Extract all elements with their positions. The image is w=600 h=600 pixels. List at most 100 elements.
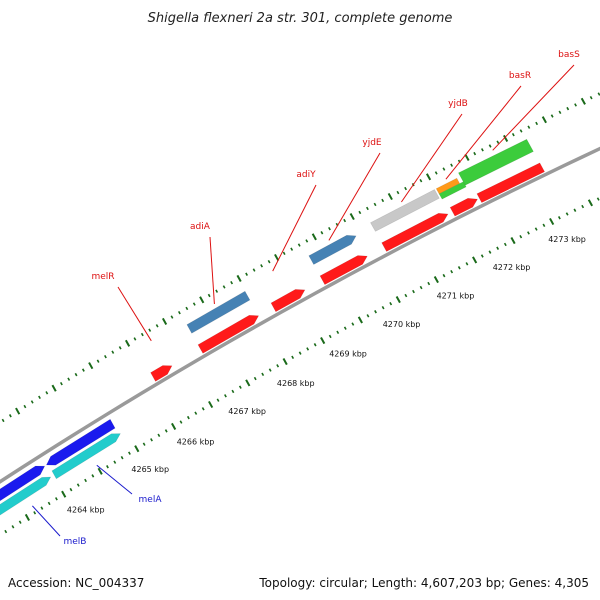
outer-tick xyxy=(150,438,153,442)
outer-tick xyxy=(480,254,484,258)
outer-tick xyxy=(366,314,370,318)
outer-tick xyxy=(596,197,600,201)
outer-tick xyxy=(24,513,30,522)
scale-label: 4266 kbp xyxy=(177,437,215,446)
inner-tick xyxy=(511,132,515,137)
inner-tick xyxy=(343,218,347,223)
outer-tick xyxy=(18,520,22,524)
outer-tick xyxy=(496,246,500,250)
leader-line xyxy=(209,236,215,305)
inner-tick xyxy=(207,293,211,298)
outer-tick xyxy=(291,355,295,360)
gene-feature-basR xyxy=(435,177,461,195)
gene-label: melB xyxy=(64,537,87,547)
outer-tick xyxy=(238,385,242,389)
outer-tick xyxy=(534,227,538,231)
gene-feature-yjdE xyxy=(308,234,357,265)
inner-tick xyxy=(541,116,547,124)
outer-tick xyxy=(587,199,594,207)
outer-tick xyxy=(33,511,37,515)
inner-tick xyxy=(349,212,355,221)
inner-tick xyxy=(111,350,115,354)
scale-label: 4264 kbp xyxy=(67,505,105,514)
inner-tick xyxy=(496,140,500,144)
inner-tick xyxy=(252,268,256,272)
outer-tick xyxy=(47,501,51,506)
outer-tick xyxy=(433,276,439,284)
inner-tick xyxy=(550,114,554,118)
inner-tick xyxy=(305,239,309,243)
gene-feature-melA-cds xyxy=(51,433,121,480)
outer-tick xyxy=(503,242,507,247)
outer-tick xyxy=(404,293,408,298)
inner-tick xyxy=(488,144,492,148)
outer-tick xyxy=(542,223,546,227)
inner-tick xyxy=(373,202,377,207)
scale-label: 4271 kbp xyxy=(437,292,475,301)
gene-label: basS xyxy=(558,50,580,60)
inner-tick xyxy=(366,206,369,211)
inner-tick xyxy=(230,281,234,285)
outer-tick xyxy=(298,351,302,355)
inner-tick xyxy=(245,272,249,276)
leader-line xyxy=(96,464,133,495)
genome-backbone xyxy=(0,146,600,484)
inner-tick xyxy=(574,103,577,107)
inner-tick xyxy=(503,134,509,142)
inner-tick xyxy=(527,125,531,129)
leader-line xyxy=(32,505,61,537)
outer-tick xyxy=(113,460,117,464)
inner-tick xyxy=(236,274,242,283)
gene-feature-melB-cds xyxy=(0,476,52,516)
outer-tick xyxy=(328,334,332,339)
cds-feature-basR xyxy=(449,197,479,217)
inner-tick xyxy=(328,226,331,231)
outer-tick xyxy=(201,407,205,411)
inner-tick xyxy=(185,306,189,311)
outer-tick xyxy=(549,217,555,226)
leader-line xyxy=(492,64,575,151)
inner-tick xyxy=(589,95,593,100)
cds-feature-yjdB xyxy=(381,212,449,252)
inner-tick xyxy=(215,289,219,293)
inner-tick xyxy=(282,251,286,256)
outer-tick xyxy=(565,212,569,216)
outer-tick xyxy=(4,529,8,534)
outer-tick xyxy=(261,372,265,377)
outer-tick xyxy=(91,474,95,478)
leader-line xyxy=(328,152,381,241)
cds-feature-adiA xyxy=(197,314,260,354)
feature-layer xyxy=(0,138,600,516)
outer-tick xyxy=(231,389,235,394)
scale-label: 4269 kbp xyxy=(329,349,367,358)
outer-tick xyxy=(557,216,561,220)
outer-tick xyxy=(55,497,58,501)
inner-tick xyxy=(148,328,152,332)
inner-tick xyxy=(358,210,362,215)
inner-tick xyxy=(404,186,408,191)
inner-tick xyxy=(155,324,159,328)
inner-tick xyxy=(297,243,301,247)
outer-tick xyxy=(276,364,280,368)
inner-tick xyxy=(473,151,477,156)
outer-tick xyxy=(142,442,146,446)
gene-feature-melA xyxy=(45,418,116,466)
outer-tick xyxy=(374,310,377,314)
inner-tick xyxy=(118,346,122,350)
outer-tick xyxy=(194,411,198,415)
inner-tick xyxy=(59,381,63,386)
scale-label: 4267 kbp xyxy=(228,407,266,416)
inner-tick xyxy=(535,121,539,126)
inner-tick xyxy=(8,414,12,418)
gene-feature-adiA xyxy=(186,290,251,334)
scale-label: 4273 kbp xyxy=(548,235,586,244)
inner-tick xyxy=(519,129,523,133)
inner-tick xyxy=(74,372,78,377)
inner-tick xyxy=(434,171,438,175)
inner-tick xyxy=(104,354,107,359)
outer-tick xyxy=(573,208,577,212)
cds-feature-adiY xyxy=(270,289,306,313)
leader-line xyxy=(117,286,152,342)
outer-tick xyxy=(216,398,220,402)
